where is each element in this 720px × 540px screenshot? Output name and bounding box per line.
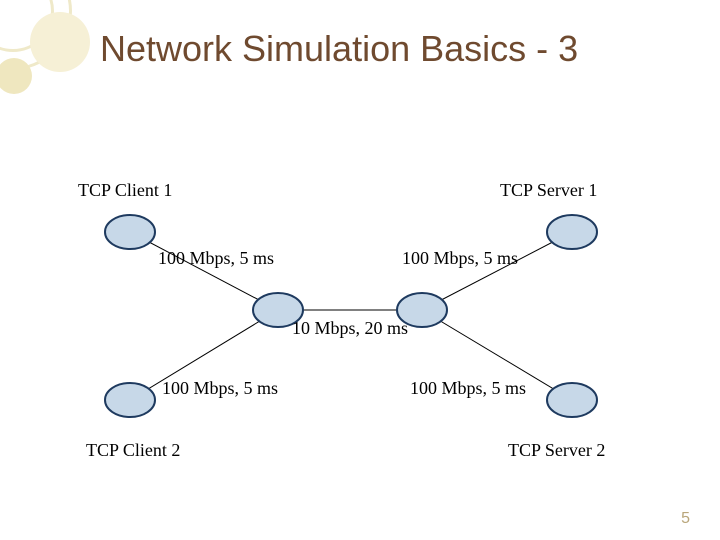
node-label: TCP Server 1: [500, 180, 597, 201]
network-node: [547, 215, 597, 249]
edge-label: 100 Mbps, 5 ms: [402, 248, 518, 269]
network-node: [547, 383, 597, 417]
network-node: [105, 383, 155, 417]
edge-label: 10 Mbps, 20 ms: [292, 318, 408, 339]
edge-label: 100 Mbps, 5 ms: [158, 248, 274, 269]
node-label: TCP Client 1: [78, 180, 172, 201]
edge: [130, 232, 278, 310]
network-node: [105, 215, 155, 249]
page-number: 5: [681, 510, 690, 528]
node-label: TCP Client 2: [86, 440, 180, 461]
edge: [422, 232, 572, 310]
edge-label: 100 Mbps, 5 ms: [410, 378, 526, 399]
node-label: TCP Server 2: [508, 440, 605, 461]
edge-label: 100 Mbps, 5 ms: [162, 378, 278, 399]
